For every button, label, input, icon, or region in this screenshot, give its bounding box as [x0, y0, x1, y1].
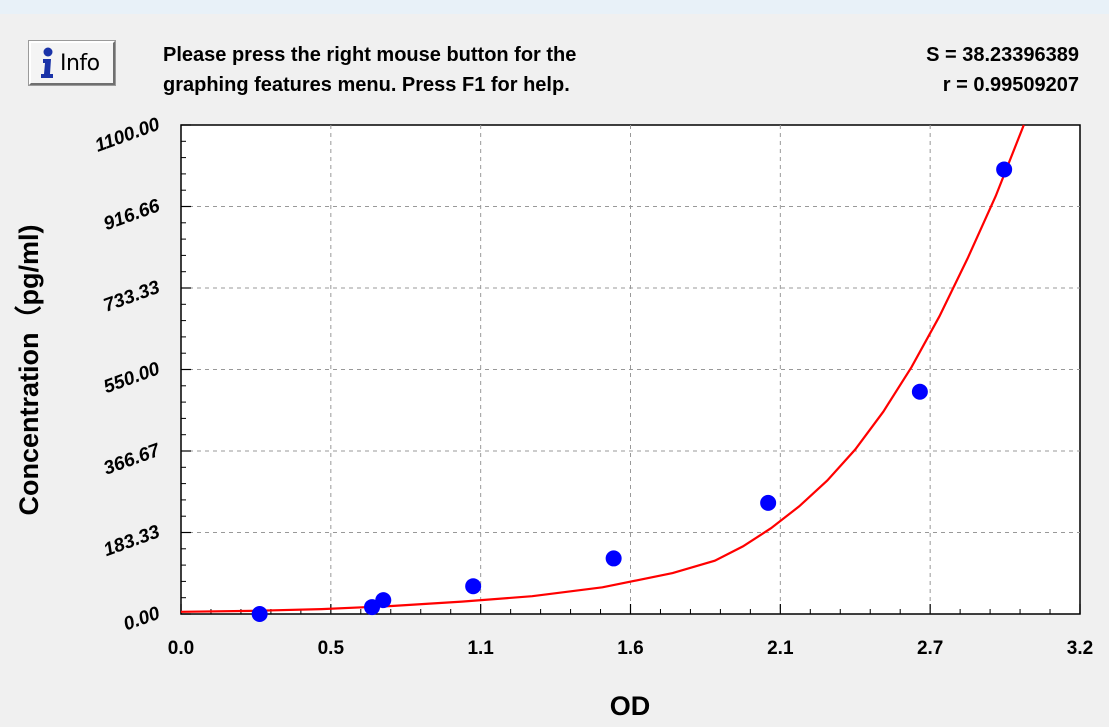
fit-curve — [180, 124, 1025, 613]
top-strip — [0, 0, 1109, 14]
y-ticks — [181, 124, 191, 615]
x-tick-label: 1.1 — [467, 638, 494, 659]
fit-curve-layer — [180, 124, 1025, 613]
y-tick-labels: 0.00 183.33 366.67 550.00 733.33 916.66 1100.0… — [92, 114, 164, 636]
correlation-readout: r = 0.99509207 — [942, 74, 1079, 96]
help-hint-line-2: graphing features menu. Press F1 for hel… — [163, 74, 570, 96]
y-tick-label: 1100.00 — [92, 114, 163, 157]
std-error-readout: S = 38.23396389 — [926, 44, 1079, 66]
x-tick-label: 3.2 — [1067, 638, 1093, 659]
x-tick-label: 0.0 — [168, 638, 194, 659]
info-button[interactable]: Info — [28, 40, 116, 86]
data-point — [760, 494, 777, 511]
y-tick-label: 366.67 — [101, 439, 164, 479]
data-point — [911, 383, 928, 400]
fit-statistics: S = 38.23396389 r = 0.99509207 — [926, 40, 1079, 100]
data-point — [605, 550, 622, 567]
help-hint: Please press the right mouse button for … — [163, 40, 723, 100]
x-tick-label: 0.5 — [318, 638, 345, 659]
y-tick-label: 916.66 — [101, 195, 163, 235]
data-point — [251, 606, 268, 622]
gridlines — [181, 125, 1080, 614]
x-tick-label: 2.1 — [767, 638, 794, 659]
y-tick-label: 183.33 — [101, 521, 163, 561]
x-axis-title: OD — [610, 691, 651, 721]
data-point — [996, 161, 1013, 178]
info-icon — [41, 47, 53, 78]
x-tick-label: 2.7 — [917, 638, 943, 659]
help-hint-line-1: Please press the right mouse button for … — [163, 44, 577, 66]
x-tick-label: 1.6 — [617, 638, 643, 659]
y-axis-title: Concentration（pg/ml) — [14, 225, 44, 516]
data-points — [251, 161, 1013, 622]
data-point — [465, 578, 482, 595]
y-tick-label: 550.00 — [101, 358, 163, 398]
x-ticks — [180, 604, 1081, 614]
info-button-label: Info — [60, 50, 100, 76]
y-tick-label: 733.33 — [101, 277, 163, 317]
y-tick-label: 0.00 — [121, 603, 163, 636]
data-point — [375, 592, 392, 609]
x-tick-labels: 0.0 0.5 1.1 1.6 2.1 2.7 3.2 — [168, 638, 1093, 659]
